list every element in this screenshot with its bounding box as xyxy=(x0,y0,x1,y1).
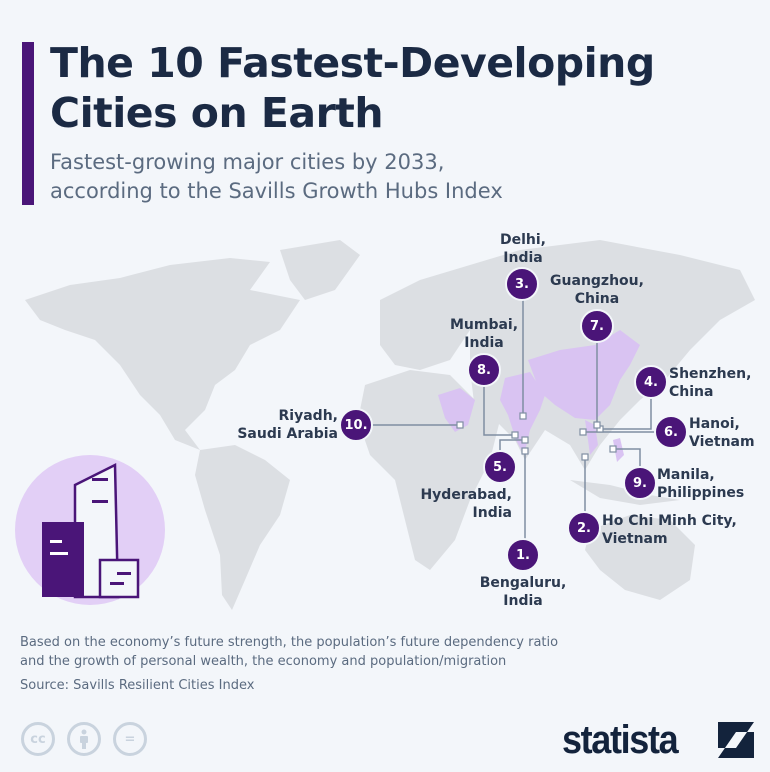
title-line-2: Cities on Earth xyxy=(50,89,384,137)
city-country: Vietnam xyxy=(602,531,668,547)
city-label-guangzhou: Guangzhou, China xyxy=(550,272,644,308)
city-name: Mumbai, xyxy=(449,317,519,333)
australia xyxy=(585,515,695,600)
city-label-ho-chi-minh-city: Ho Chi Minh City, Vietnam xyxy=(602,512,737,548)
highlight-vietnam xyxy=(585,420,598,455)
city-marker xyxy=(609,445,617,453)
north-america xyxy=(25,258,300,450)
rank-badge-1: 1. xyxy=(506,538,540,572)
city-country: Vietnam xyxy=(689,434,755,450)
attribution-icon[interactable] xyxy=(67,722,101,756)
city-country: India xyxy=(464,335,504,351)
note-line-2: and the growth of personal wealth, the e… xyxy=(20,654,507,669)
rank-badge-4: 4. xyxy=(634,365,668,399)
highlight-saudi-arabia xyxy=(438,388,475,432)
city-country: India xyxy=(472,505,512,521)
city-label-mumbai: Mumbai, India xyxy=(450,316,518,352)
city-marker xyxy=(521,436,529,444)
city-label-shenzhen: Shenzhen, China xyxy=(669,365,751,401)
city-label-bengaluru: Bengaluru, India xyxy=(480,574,567,610)
rank-badge-3: 3. xyxy=(505,267,539,301)
city-marker xyxy=(581,453,589,461)
city-marker xyxy=(593,421,601,429)
city-marker xyxy=(456,421,464,429)
city-marker xyxy=(521,447,529,455)
city-label-hanoi: Hanoi, Vietnam xyxy=(689,415,755,451)
city-name: Guangzhou, xyxy=(550,273,644,289)
city-country: Saudi Arabia xyxy=(237,426,338,442)
city-name: Delhi, xyxy=(500,232,546,248)
city-country: China xyxy=(669,384,714,400)
note-line-1: Based on the economy’s future strength, … xyxy=(20,635,559,650)
city-name: Ho Chi Minh City, xyxy=(602,513,737,529)
leader-line-8 xyxy=(483,370,515,436)
highlight-philippines xyxy=(613,438,624,462)
city-country: Philippines xyxy=(657,485,745,501)
buildings-illustration xyxy=(15,455,165,605)
city-name: Manila, xyxy=(657,467,715,483)
source-text: Source: Savills Resilient Cities Index xyxy=(20,678,255,693)
city-name: Hyderabad, xyxy=(420,487,512,503)
rank-badge-6: 6. xyxy=(654,415,688,449)
city-label-hyderabad: Hyderabad, India xyxy=(420,486,512,522)
city-name: Shenzhen, xyxy=(669,366,752,382)
europe xyxy=(380,268,480,370)
city-name: Riyadh, xyxy=(278,408,338,424)
no-derivatives-icon[interactable]: = xyxy=(113,722,147,756)
rank-badge-10: 10. xyxy=(339,408,373,442)
greenland xyxy=(280,240,360,300)
highlight-china xyxy=(528,330,640,420)
rank-badge-5: 5. xyxy=(483,450,517,484)
subtitle-line-2: according to the Savills Growth Hubs Ind… xyxy=(50,179,503,203)
city-name: Bengaluru, xyxy=(479,575,567,591)
methodology-note: Based on the economy’s future strength, … xyxy=(20,633,558,671)
statista-logo[interactable]: statista xyxy=(562,718,679,762)
city-country: India xyxy=(503,250,543,266)
subtitle-line-1: Fastest-growing major cities by 2033, xyxy=(50,150,445,174)
rank-badge-9: 9. xyxy=(623,466,657,500)
rank-badge-2: 2. xyxy=(567,511,601,545)
city-label-delhi: Delhi, India xyxy=(500,231,546,267)
rank-badge-7: 7. xyxy=(580,309,614,343)
cc-icon[interactable]: cc xyxy=(21,722,55,756)
city-label-riyadh: Riyadh, Saudi Arabia xyxy=(237,407,338,443)
city-label-manila: Manila, Philippines xyxy=(657,466,744,502)
page-title: The 10 Fastest-Developing Cities on Eart… xyxy=(50,38,655,138)
city-country: China xyxy=(574,291,620,307)
south-america xyxy=(195,445,290,610)
city-country: India xyxy=(503,593,543,609)
city-marker xyxy=(519,412,527,420)
city-marker xyxy=(579,428,587,436)
title-accent-bar xyxy=(22,42,34,205)
title-line-1: The 10 Fastest-Developing xyxy=(50,39,655,87)
city-name: Hanoi, xyxy=(689,416,740,432)
subtitle: Fastest-growing major cities by 2033, ac… xyxy=(50,148,503,206)
rank-badge-8: 8. xyxy=(467,353,501,387)
city-marker xyxy=(511,431,519,439)
statista-logo-mark-icon xyxy=(718,722,754,758)
